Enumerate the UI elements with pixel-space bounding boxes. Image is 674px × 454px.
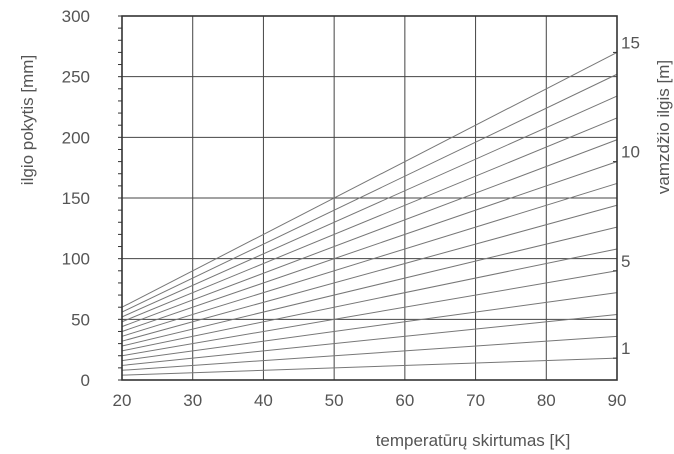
y2-axis-label: vamzdžio ilgis [m] [654, 60, 673, 194]
y-tick-labels: 0 50 100 150 200 250 300 [62, 7, 90, 390]
x-axis-label: temperatūrų skirtumas [K] [376, 431, 571, 450]
series-line-4m [121, 292, 618, 362]
x-tick-label: 20 [113, 391, 132, 410]
x-tick-label: 90 [608, 391, 627, 410]
series-lines [121, 51, 618, 376]
series-line-15m [121, 51, 618, 308]
y-axis-label: ilgio pokytis [mm] [18, 55, 37, 185]
series-line-13m [121, 95, 618, 318]
plot-border [121, 15, 618, 381]
x-tick-labels: 20 30 40 50 60 70 80 90 [113, 391, 627, 410]
y2-tick-label: 5 [621, 252, 630, 271]
plot-frame [121, 15, 618, 381]
series-line-7m [121, 226, 618, 347]
y-tick-label: 150 [62, 189, 90, 208]
y-tick-label: 0 [81, 371, 90, 390]
series-line-3m [121, 313, 618, 366]
series-line-1m [121, 357, 618, 376]
series-line-9m [121, 182, 618, 337]
x-tick-label: 60 [395, 391, 414, 410]
series-line-12m [121, 117, 618, 323]
series-line-10m [121, 161, 618, 332]
series-line-14m [121, 73, 618, 313]
series-line-8m [121, 204, 618, 342]
y-tick-label: 250 [62, 68, 90, 87]
x-tick-label: 80 [537, 391, 556, 410]
series-line-2m [121, 335, 618, 371]
y2-tick-label: 10 [621, 143, 640, 162]
grid-lines [121, 15, 618, 381]
y2-tick-label: 1 [621, 339, 630, 358]
x-tick-label: 50 [325, 391, 344, 410]
y2-tick-label: 15 [621, 33, 640, 52]
y-tick-label: 200 [62, 128, 90, 147]
y-tick-label: 300 [62, 7, 90, 26]
x-tick-label: 70 [466, 391, 485, 410]
series-line-5m [121, 270, 618, 357]
y-tick-label: 100 [62, 250, 90, 269]
series-line-6m [121, 248, 618, 352]
x-tick-label: 40 [254, 391, 273, 410]
x-tick-label: 30 [183, 391, 202, 410]
y-tick-label: 50 [71, 310, 90, 329]
series-line-11m [121, 139, 618, 328]
